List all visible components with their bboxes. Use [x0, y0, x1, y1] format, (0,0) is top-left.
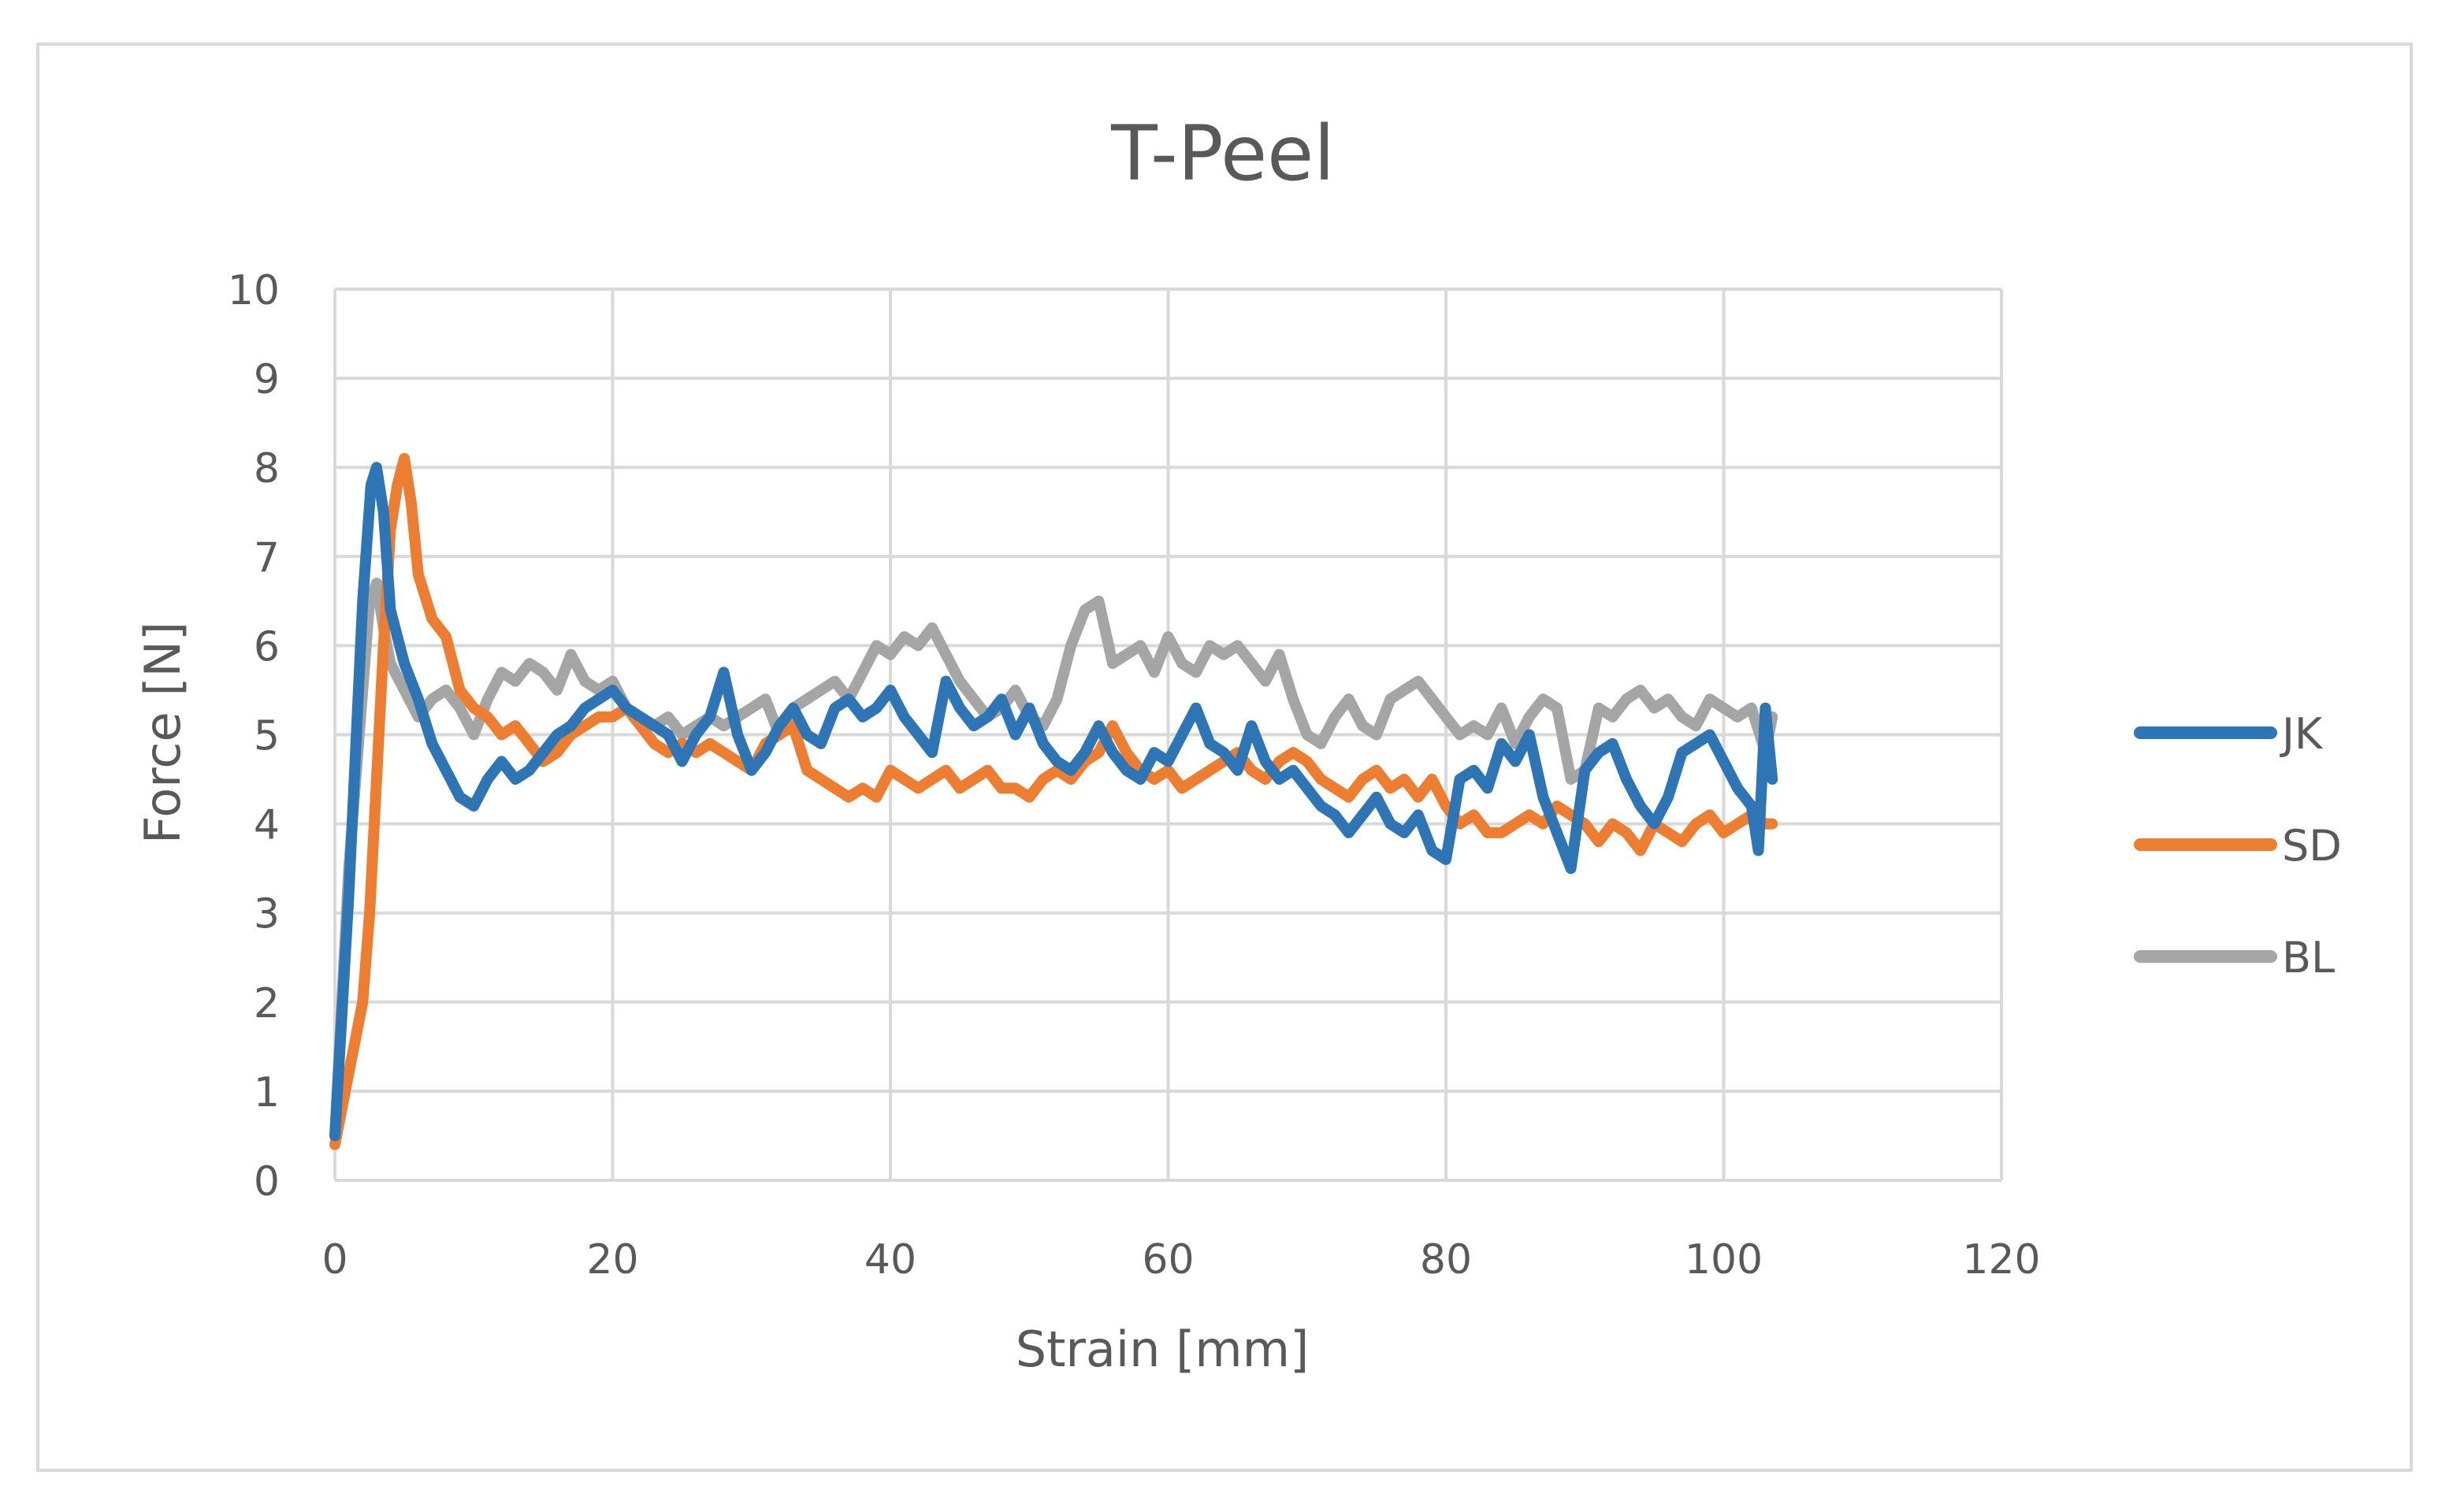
x-tick-label: 100 — [1685, 1236, 1763, 1284]
x-tick-label: 80 — [1420, 1236, 1472, 1284]
x-tick-label: 60 — [1142, 1236, 1194, 1284]
y-axis-label: Force [N] — [134, 622, 191, 844]
x-tick-label: 0 — [321, 1236, 347, 1284]
chart-title: T-Peel — [1110, 110, 1335, 198]
y-tick-label: 10 — [228, 267, 280, 314]
legend-label-sd: SD — [2282, 821, 2342, 871]
x-tick-label: 120 — [1962, 1236, 2040, 1284]
x-tick-label: 40 — [864, 1236, 916, 1284]
series-lines — [329, 452, 1778, 1150]
y-tick-label: 1 — [254, 1069, 280, 1116]
y-tick-label: 6 — [254, 623, 280, 671]
y-axis-ticks: 0 1 2 3 4 5 6 7 8 9 10 — [228, 267, 280, 1206]
y-tick-label: 3 — [254, 891, 280, 938]
series-line-jk — [329, 462, 1778, 1142]
x-axis-ticks: 0 20 40 60 80 100 120 — [321, 1236, 2040, 1284]
series-line-sd — [329, 452, 1778, 1150]
y-tick-label: 4 — [254, 802, 280, 849]
legend-label-bl: BL — [2282, 933, 2335, 983]
legend: JK SD BL — [2134, 709, 2342, 983]
y-tick-label: 5 — [254, 713, 280, 760]
y-tick-label: 9 — [254, 356, 280, 403]
y-tick-label: 8 — [254, 445, 280, 492]
x-axis-label: Strain [mm] — [1016, 1321, 1310, 1378]
y-tick-label: 7 — [254, 534, 280, 581]
legend-label-jk: JK — [2280, 709, 2324, 759]
y-tick-label: 2 — [254, 980, 280, 1027]
y-tick-label: 0 — [254, 1158, 280, 1206]
gridlines — [333, 288, 2003, 1182]
x-tick-label: 20 — [586, 1236, 638, 1284]
series-line-bl — [329, 578, 1778, 1142]
